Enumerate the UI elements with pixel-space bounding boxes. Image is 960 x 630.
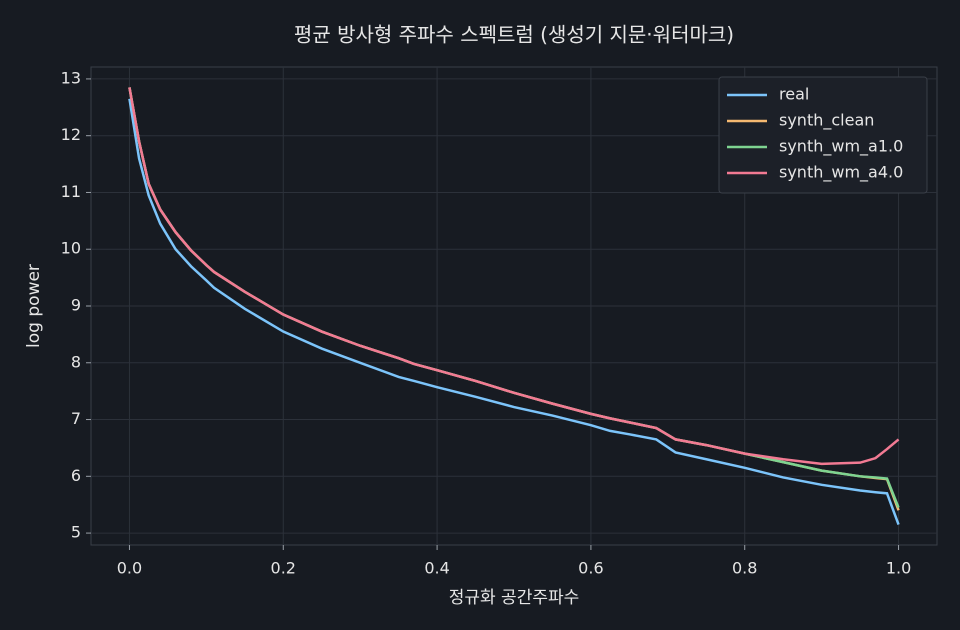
y-tick-label: 6 (71, 466, 81, 485)
y-tick-label: 12 (61, 125, 81, 144)
x-tick-label: 0.4 (424, 559, 449, 578)
y-tick-label: 13 (61, 68, 81, 87)
x-tick-label: 0.6 (578, 559, 603, 578)
y-tick-label: 5 (71, 523, 81, 542)
legend-box (718, 76, 928, 194)
x-axis-label: 정규화 공간주파수 (449, 588, 580, 608)
legend-label: synth_wm_a4.0 (779, 163, 903, 183)
y-tick-label: 9 (71, 296, 81, 315)
chart-title: 평균 방사형 주파수 스펙트럼 (생성기 지문·워터마크) (294, 23, 734, 47)
legend-label: synth_wm_a1.0 (779, 137, 903, 157)
y-axis-label: log power (24, 264, 44, 348)
x-tick-label: 1.0 (886, 559, 911, 578)
legend-label: real (779, 85, 809, 104)
y-tick-label: 10 (61, 239, 81, 258)
y-tick-label: 7 (71, 409, 81, 428)
series-line (128, 98, 900, 525)
y-tick-label: 8 (71, 352, 81, 371)
series-line (128, 87, 900, 466)
x-tick-label: 0.0 (117, 559, 142, 578)
y-tick-label: 11 (61, 182, 81, 201)
x-tick-label: 0.2 (271, 559, 296, 578)
legend-label: synth_clean (779, 111, 874, 131)
x-tick-label: 0.8 (732, 559, 757, 578)
